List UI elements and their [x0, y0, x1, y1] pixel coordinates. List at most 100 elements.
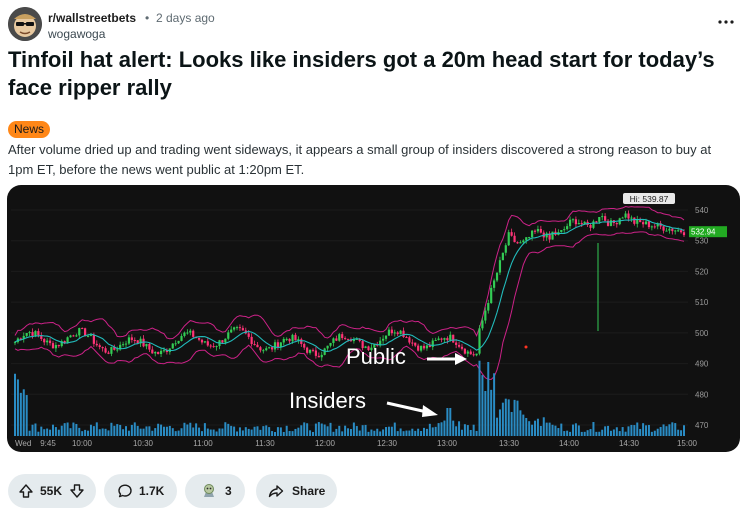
candle-body: [519, 242, 522, 244]
volume-bar: [414, 430, 417, 436]
subreddit-name[interactable]: r/wallstreetbets: [48, 11, 137, 25]
volume-bar: [136, 425, 139, 436]
share-button[interactable]: Share: [256, 474, 337, 508]
volume-bar: [233, 426, 236, 436]
post-flair[interactable]: News: [8, 121, 51, 138]
volume-bar: [425, 428, 428, 436]
candle-body: [174, 343, 177, 345]
comments-button[interactable]: 1.7K: [104, 474, 177, 508]
volume-bar: [236, 431, 239, 436]
volume-bar: [247, 428, 250, 436]
candle-body: [481, 320, 484, 329]
subreddit-avatar[interactable]: [8, 7, 42, 41]
candle-body: [493, 280, 496, 288]
candle-body: [127, 337, 131, 344]
volume-bar: [338, 425, 341, 436]
candle-body: [136, 340, 139, 344]
volume-bar: [130, 424, 133, 436]
candle-body: [22, 335, 25, 340]
volume-bar: [332, 431, 335, 436]
volume-bar: [186, 424, 189, 436]
volume-bar: [598, 431, 601, 436]
volume-bar: [390, 426, 393, 436]
volume-bar: [43, 429, 46, 436]
volume-bar: [139, 428, 142, 436]
award-button[interactable]: 3: [185, 474, 245, 508]
volume-bar: [195, 423, 198, 436]
candle-body: [241, 328, 244, 331]
candle-body: [379, 340, 382, 346]
time-tick-label: 13:30: [499, 439, 520, 448]
post-title[interactable]: Tinfoil hat alert: Looks like insiders g…: [8, 47, 715, 100]
more-options-icon[interactable]: [715, 15, 737, 29]
volume-bar: [513, 399, 516, 436]
candle-body: [668, 228, 671, 231]
volume-bar: [40, 426, 43, 436]
candle-body: [180, 335, 183, 341]
candle-body: [478, 328, 481, 354]
volume-bar: [259, 429, 262, 436]
volume-bar: [177, 430, 180, 436]
volume-bar: [162, 426, 165, 436]
volume-bar: [268, 427, 271, 436]
author-name[interactable]: wogawoga: [48, 27, 106, 41]
post-body: After volume dried up and trading went s…: [8, 142, 712, 177]
candle-body: [507, 232, 510, 246]
candle-body: [221, 340, 224, 343]
downvote-icon[interactable]: [69, 483, 85, 499]
candle-body: [192, 330, 195, 337]
candle-body: [484, 310, 487, 321]
volume-bar: [393, 422, 396, 436]
candle-body: [548, 233, 551, 240]
candle-body: [308, 349, 312, 353]
candle-body: [679, 230, 683, 233]
candle-body: [259, 347, 262, 351]
candle-body: [452, 334, 455, 343]
volume-bar: [72, 422, 75, 436]
volume-bar: [349, 429, 352, 436]
volume-bar: [326, 426, 329, 436]
comment-icon: [118, 484, 132, 498]
volume-bar: [309, 430, 312, 436]
candle-body: [311, 349, 315, 351]
candle-body: [101, 347, 104, 349]
volume-bar: [75, 423, 78, 436]
post-header: r/wallstreetbets • 2 days ago wogawoga: [8, 7, 737, 41]
volume-bar: [49, 429, 52, 436]
time-tick-label: 11:30: [255, 439, 275, 448]
volume-bar: [639, 428, 642, 436]
volume-bar: [218, 428, 221, 436]
volume-bar: [200, 431, 203, 436]
candle-body: [215, 346, 218, 348]
candle-body: [402, 330, 405, 338]
candle-body: [233, 327, 236, 330]
price-tick-label: 490: [695, 360, 709, 369]
candle-body: [367, 346, 370, 351]
upvote-icon[interactable]: [18, 483, 34, 499]
stock-chart-image[interactable]: 540 530 520 510 500 490 480 470 Wed 9:45 10:00 10:3…: [7, 185, 740, 452]
time-tick-label: 10:30: [133, 439, 154, 448]
volume-bar: [551, 424, 554, 436]
candle-body: [510, 232, 513, 236]
candle-body: [119, 344, 122, 350]
candle-body: [627, 213, 630, 219]
candle-body: [57, 345, 60, 347]
volume-bar: [376, 428, 379, 436]
volume-bar: [607, 425, 610, 436]
candle-body: [320, 354, 323, 358]
annotation-insiders: Insiders: [289, 388, 366, 413]
candle-body: [183, 332, 186, 336]
candle-body: [504, 245, 507, 253]
candle-body: [539, 228, 542, 233]
time-tick-label: 9:45: [40, 439, 56, 448]
candle-body: [338, 334, 341, 341]
price-tick-label: 470: [695, 421, 709, 430]
volume-bar: [230, 425, 233, 436]
moving-average-line: [14, 218, 685, 352]
candle-body: [609, 220, 613, 226]
candle-body: [130, 337, 133, 340]
candle-body: [592, 221, 595, 228]
candle-body: [133, 339, 136, 341]
volume-bar: [227, 423, 230, 436]
candle-body: [344, 338, 347, 340]
